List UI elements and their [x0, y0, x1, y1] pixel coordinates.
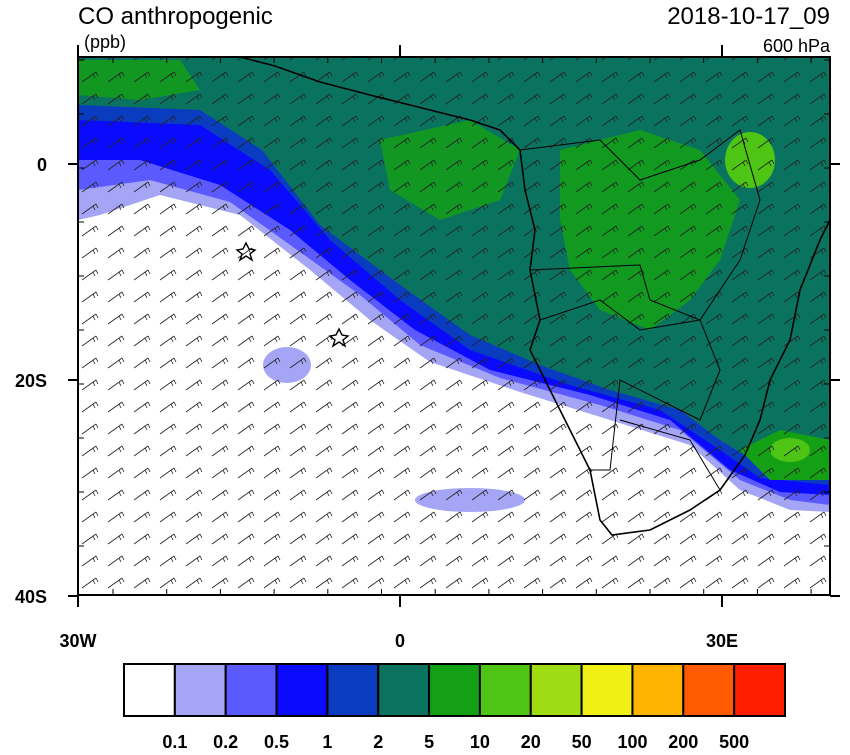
level: 600 hPa: [763, 36, 831, 56]
colorbar-box: [580, 663, 634, 717]
lon-tick-label: 0: [395, 631, 405, 651]
lat-tick-label: 0: [37, 155, 47, 175]
colorbar-box: [733, 663, 787, 717]
colorbar-box: [428, 663, 481, 717]
colorbar-box: [682, 663, 736, 717]
colorbar-box: [275, 663, 329, 717]
colorbar-label: 0.2: [213, 732, 238, 750]
colorbar-label: 20: [521, 732, 541, 750]
colorbar-box: [478, 663, 532, 717]
colorbar-label: 0.5: [264, 732, 289, 750]
units: (ppb): [84, 32, 126, 52]
time: 2018-10-17_09: [667, 3, 830, 30]
colorbar-label: 2: [373, 732, 383, 750]
colorbar-label: 5: [424, 732, 434, 750]
colorbar-label: 50: [572, 732, 592, 750]
map-field: [78, 57, 830, 595]
axes: 0 20S 40S 30W 0 30E: [15, 45, 840, 651]
colorbar-box: [631, 663, 685, 717]
colorbar-box: [224, 663, 278, 717]
colorbar-box: [529, 663, 583, 717]
lon-tick-label: 30W: [60, 631, 97, 651]
lon-tick-label: 30E: [706, 631, 738, 651]
plot-frame: [77, 56, 831, 596]
lat-tick-label: 20S: [15, 371, 47, 391]
colorbar-label: 500: [719, 732, 749, 750]
colorbar-box: [123, 663, 176, 717]
colorbar-label: 200: [668, 732, 698, 750]
colorbar-box: [326, 663, 380, 717]
colorbar-box: [173, 663, 227, 717]
colorbar-label: 10: [470, 732, 490, 750]
lat-tick-label: 40S: [15, 587, 47, 607]
colorbar-box: [377, 663, 431, 717]
title: CO anthropogenic: [78, 3, 273, 30]
colorbar-label: 100: [617, 732, 647, 750]
colorbar-label: 0.1: [162, 732, 187, 750]
colorbar: 0.1 0.2 0.5 1 2 5 10 20 50 100 200 500: [123, 663, 787, 752]
colorbar-label: 1: [322, 732, 332, 750]
